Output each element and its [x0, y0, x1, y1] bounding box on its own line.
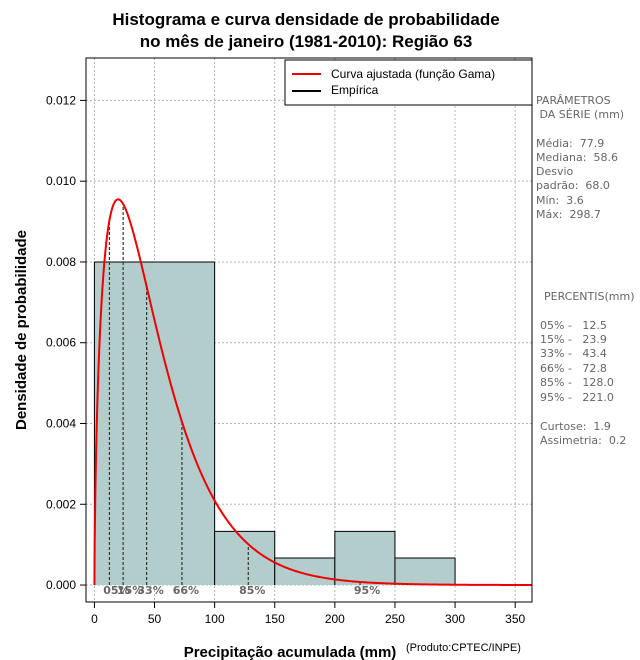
- x-axis: 0 50 100 150 200 250 300 350: [91, 602, 526, 626]
- x-tick-label: 150: [265, 612, 285, 626]
- y-tick-label: 0.010: [46, 174, 76, 188]
- y-tick-label: 0.006: [46, 336, 76, 350]
- y-tick-label: 0.004: [46, 416, 76, 430]
- chart-title-line2: no mês de janeiro (1981-2010): Região 63: [140, 32, 473, 51]
- percentile-label-95: 95%: [354, 584, 380, 597]
- legend-label-empirical: Empírica: [331, 83, 379, 97]
- histogram-bar-3: [334, 531, 395, 586]
- x-tick-label: 350: [505, 612, 525, 626]
- stat-stddev-line1: Desvio: [536, 165, 574, 178]
- stat-stddev-line2: padrão: 68.0: [536, 179, 610, 192]
- percentile-05: 05% - 12.5: [540, 319, 607, 332]
- y-tick-label: 0.012: [46, 93, 76, 107]
- x-axis-label: Precipitação acumulada (mm): [184, 644, 397, 660]
- x-tick-label: 200: [325, 612, 345, 626]
- stat-min: Mín: 3.6: [536, 194, 584, 207]
- stat-median: Mediana: 58.6: [536, 151, 618, 164]
- legend: Curva ajustada (função Gama) Empírica: [284, 59, 533, 106]
- params-title-1: PARÂMETROS: [536, 94, 611, 107]
- percentile-33: 33% - 43.4: [540, 347, 607, 360]
- empirical-outline-0: [93, 261, 216, 586]
- y-axis: 0.000 0.002 0.004 0.006 0.008 0.010 0.012: [46, 93, 86, 592]
- percentile-label-66: 66%: [173, 584, 199, 597]
- percentile-label-15: 15%: [117, 584, 143, 597]
- y-tick-label: 0.008: [46, 255, 76, 269]
- stat-max: Máx: 298.7: [536, 208, 601, 221]
- chart-title-line1: Histograma e curva densidade de probabil…: [112, 10, 499, 29]
- legend-box: [284, 59, 533, 106]
- plot-frame: [85, 57, 533, 603]
- stat-mean: Média: 77.9: [536, 137, 604, 150]
- y-tick-label: 0.000: [46, 578, 76, 592]
- percentile-15: 15% - 23.9: [540, 333, 607, 346]
- params-title-2: DA SÉRIE (mm): [536, 108, 624, 121]
- histogram-bar-4: [394, 557, 456, 586]
- product-credit: (Produto:CPTEC/INPE): [406, 642, 521, 654]
- stat-skewness: Assimetria: 0.2: [540, 434, 626, 447]
- percentis-title: PERCENTIS(mm): [544, 290, 635, 303]
- percentile-label-85: 85%: [239, 584, 265, 597]
- series-parameters-panel: PARÂMETROS DA SÉRIE (mm) Média: 77.9 Med…: [536, 94, 635, 447]
- y-tick-label: 0.002: [46, 497, 76, 511]
- percentile-labels: 05%15%33% 66% 85% 95%: [103, 584, 380, 597]
- histogram-bar-2: [274, 557, 335, 586]
- empirical-outline-4: [394, 557, 456, 586]
- x-tick-label: 0: [91, 612, 98, 626]
- x-tick-label: 250: [385, 612, 405, 626]
- percentile-85: 85% - 128.0: [540, 376, 614, 389]
- percentile-label-33: 33%: [137, 584, 163, 597]
- percentile-label-05: 05%: [103, 584, 129, 597]
- x-tick-label: 50: [148, 612, 162, 626]
- percentile-lines: [108, 204, 361, 586]
- histogram-bar-0: [94, 261, 215, 586]
- x-tick-label: 100: [205, 612, 225, 626]
- x-tick-label: 300: [445, 612, 465, 626]
- gamma-density-curve: [93, 198, 532, 586]
- stat-kurtosis: Curtose: 1.9: [540, 420, 611, 433]
- legend-label-fitted: Curva ajustada (função Gama): [331, 67, 495, 81]
- percentile-66: 66% - 72.8: [540, 362, 607, 375]
- percentile-95: 95% - 221.0: [540, 391, 614, 404]
- y-axis-label: Densidade de probabilidade: [13, 230, 30, 430]
